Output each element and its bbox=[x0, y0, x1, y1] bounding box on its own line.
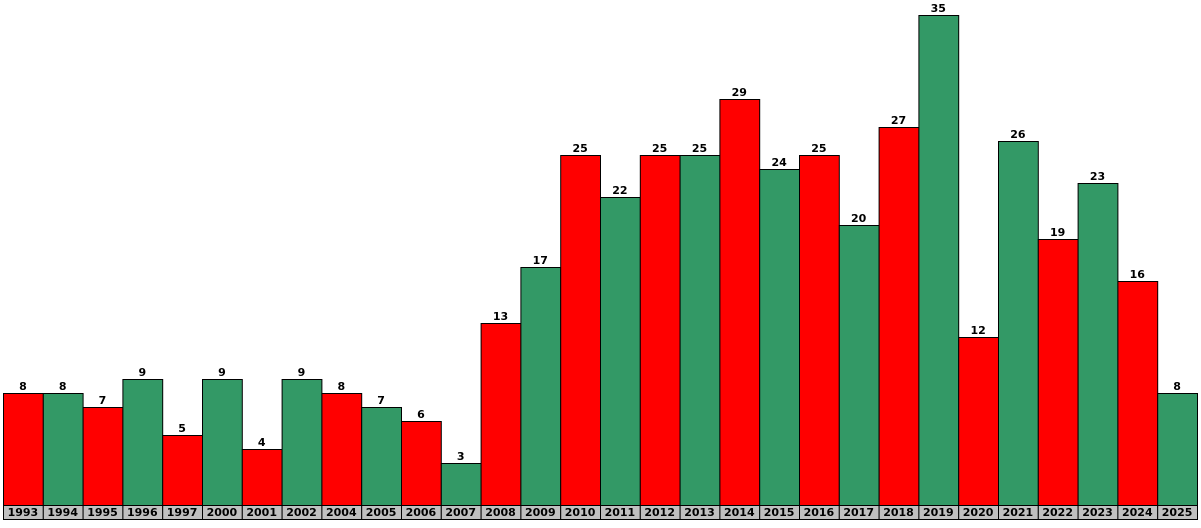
value-label: 22 bbox=[612, 184, 627, 197]
bar bbox=[3, 393, 44, 506]
x-tick-label: 1997 bbox=[167, 506, 198, 519]
value-label: 9 bbox=[138, 366, 146, 379]
x-tick-label: 2015 bbox=[764, 506, 795, 519]
x-tick-label: 1993 bbox=[8, 506, 39, 519]
bar bbox=[480, 323, 522, 506]
bar bbox=[1077, 183, 1119, 506]
value-label: 25 bbox=[692, 142, 707, 155]
value-label: 7 bbox=[99, 394, 107, 407]
bar bbox=[241, 449, 283, 506]
x-tick-label: 2004 bbox=[326, 506, 357, 519]
value-label: 9 bbox=[218, 366, 226, 379]
bar bbox=[560, 155, 602, 506]
bar bbox=[82, 407, 124, 506]
value-label: 23 bbox=[1090, 170, 1105, 183]
value-label: 20 bbox=[851, 212, 867, 225]
value-label: 7 bbox=[377, 394, 385, 407]
x-tick-label: 2016 bbox=[804, 506, 835, 519]
value-label: 4 bbox=[258, 436, 266, 449]
x-tick-label: 2005 bbox=[366, 506, 397, 519]
x-tick-label: 2022 bbox=[1042, 506, 1073, 519]
bar bbox=[1037, 239, 1079, 506]
value-label: 3 bbox=[457, 450, 465, 463]
bar bbox=[401, 421, 442, 506]
x-tick-label: 2002 bbox=[286, 506, 317, 519]
bar bbox=[799, 155, 840, 506]
value-label: 9 bbox=[298, 366, 306, 379]
value-label: 29 bbox=[732, 86, 747, 99]
x-tick-label: 2023 bbox=[1082, 506, 1113, 519]
x-tick-label: 2024 bbox=[1122, 506, 1153, 519]
x-tick-label: 2008 bbox=[485, 506, 516, 519]
value-label: 27 bbox=[891, 114, 906, 127]
bar bbox=[440, 463, 482, 506]
bar bbox=[1157, 393, 1198, 506]
value-label: 25 bbox=[652, 142, 667, 155]
x-tick-label: 2006 bbox=[406, 506, 437, 519]
bar bbox=[1117, 281, 1159, 506]
value-label: 8 bbox=[19, 380, 27, 393]
value-label: 5 bbox=[178, 422, 186, 435]
x-tick-label: 2025 bbox=[1162, 506, 1193, 519]
bar bbox=[42, 393, 84, 506]
value-label: 6 bbox=[417, 408, 425, 421]
value-label: 8 bbox=[337, 380, 345, 393]
x-tick-label: 2019 bbox=[923, 506, 954, 519]
x-tick-label: 2011 bbox=[605, 506, 636, 519]
bar bbox=[321, 393, 363, 506]
x-tick-label: 2018 bbox=[883, 506, 914, 519]
bar bbox=[639, 155, 681, 506]
bar bbox=[520, 267, 562, 506]
bar bbox=[679, 155, 721, 506]
bar bbox=[361, 407, 403, 506]
x-tick-label: 2012 bbox=[644, 506, 675, 519]
x-tick-label: 1994 bbox=[47, 506, 78, 519]
value-label: 8 bbox=[59, 380, 67, 393]
x-tick-label: 2000 bbox=[207, 506, 238, 519]
x-tick-label: 2020 bbox=[963, 506, 994, 519]
bar bbox=[998, 141, 1039, 506]
bar bbox=[202, 379, 243, 506]
bar bbox=[281, 379, 323, 506]
value-label: 17 bbox=[533, 254, 548, 267]
value-label: 12 bbox=[970, 324, 985, 337]
bar bbox=[878, 127, 920, 506]
x-tick-label: 1995 bbox=[87, 506, 118, 519]
x-tick-label: 2017 bbox=[843, 506, 874, 519]
value-label: 25 bbox=[572, 142, 587, 155]
x-label-box bbox=[1157, 505, 1198, 520]
value-label: 24 bbox=[771, 156, 787, 169]
value-label: 8 bbox=[1173, 380, 1181, 393]
value-label: 19 bbox=[1050, 226, 1065, 239]
value-label: 35 bbox=[931, 2, 946, 15]
x-tick-label: 2010 bbox=[565, 506, 596, 519]
x-tick-label: 2001 bbox=[246, 506, 277, 519]
bar bbox=[162, 435, 203, 506]
x-tick-label: 2013 bbox=[684, 506, 715, 519]
value-label: 25 bbox=[811, 142, 826, 155]
value-label: 13 bbox=[493, 310, 508, 323]
x-tick-label: 2021 bbox=[1003, 506, 1034, 519]
bar bbox=[122, 379, 164, 506]
x-tick-label: 2007 bbox=[445, 506, 476, 519]
x-tick-label: 2014 bbox=[724, 506, 755, 519]
bar bbox=[918, 15, 960, 506]
x-tick-label: 2009 bbox=[525, 506, 556, 519]
value-label: 16 bbox=[1130, 268, 1146, 281]
bar bbox=[719, 99, 761, 506]
bar bbox=[600, 197, 641, 506]
bar bbox=[838, 225, 880, 506]
x-tick-label: 1996 bbox=[127, 506, 158, 519]
bar bbox=[958, 337, 1000, 506]
value-label: 26 bbox=[1010, 128, 1026, 141]
bar bbox=[759, 169, 801, 506]
